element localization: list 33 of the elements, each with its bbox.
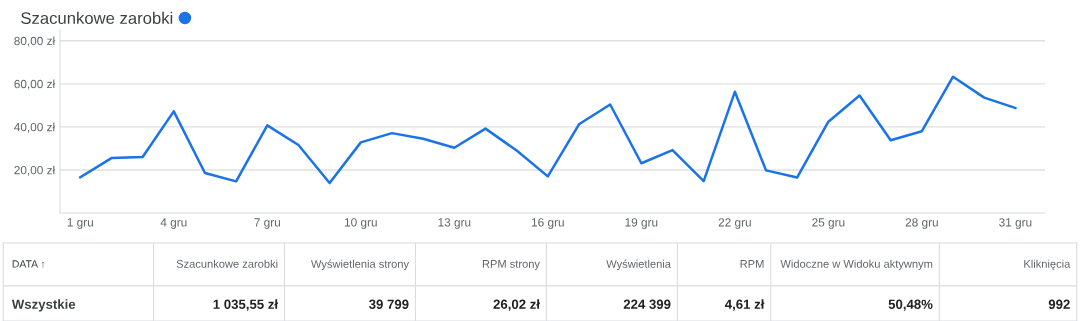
x-tick-label: 4 gru	[160, 218, 187, 229]
text: Szacunkowe zarobki	[176, 259, 278, 268]
text: 4,61 zł	[724, 299, 765, 311]
text: Wyświetlenia strony	[311, 259, 410, 271]
text: RPM	[740, 260, 764, 268]
text: Wszystkie	[11, 299, 76, 312]
x-tick-label: 22 gru	[718, 218, 751, 229]
x-tick-label: 13 gru	[438, 218, 471, 229]
text: 39 799	[368, 299, 409, 309]
x-tick-label: 7 gru	[254, 218, 280, 229]
x-tick-label: 25 gru	[812, 218, 845, 229]
y-tick-label: 40,00 zł	[14, 122, 56, 133]
y-tick-label: 60,00 zł	[14, 79, 56, 90]
text: 26,02 zł	[493, 299, 540, 311]
x-tick-label: 31 gru	[999, 218, 1032, 229]
text: 1 035,55 zł	[213, 299, 278, 311]
text: Kliknięcia	[1024, 259, 1071, 271]
line-series	[79, 75, 1017, 185]
x-tick-label: 28 gru	[905, 218, 938, 229]
y-tick-label: 20,00 zł	[14, 165, 56, 176]
x-tick-label: 10 gru	[344, 218, 377, 229]
x-tick-label: 16 gru	[531, 218, 564, 229]
text: RPM strony	[482, 260, 540, 271]
y-tick-label: 80,00 zł	[14, 36, 56, 47]
text: 50,48%	[888, 299, 933, 311]
legend-label: Szacunkowe zarobki	[21, 11, 173, 25]
text: 992	[1048, 299, 1070, 309]
text: Wyświetlenia	[606, 259, 671, 271]
x-tick-label: 19 gru	[625, 218, 658, 229]
text: 224 399	[623, 299, 671, 309]
text: DATA ↑	[12, 260, 45, 268]
text: Widoczne w Widoku aktywnym	[780, 259, 933, 271]
x-tick-label: 1 gru	[67, 218, 93, 229]
